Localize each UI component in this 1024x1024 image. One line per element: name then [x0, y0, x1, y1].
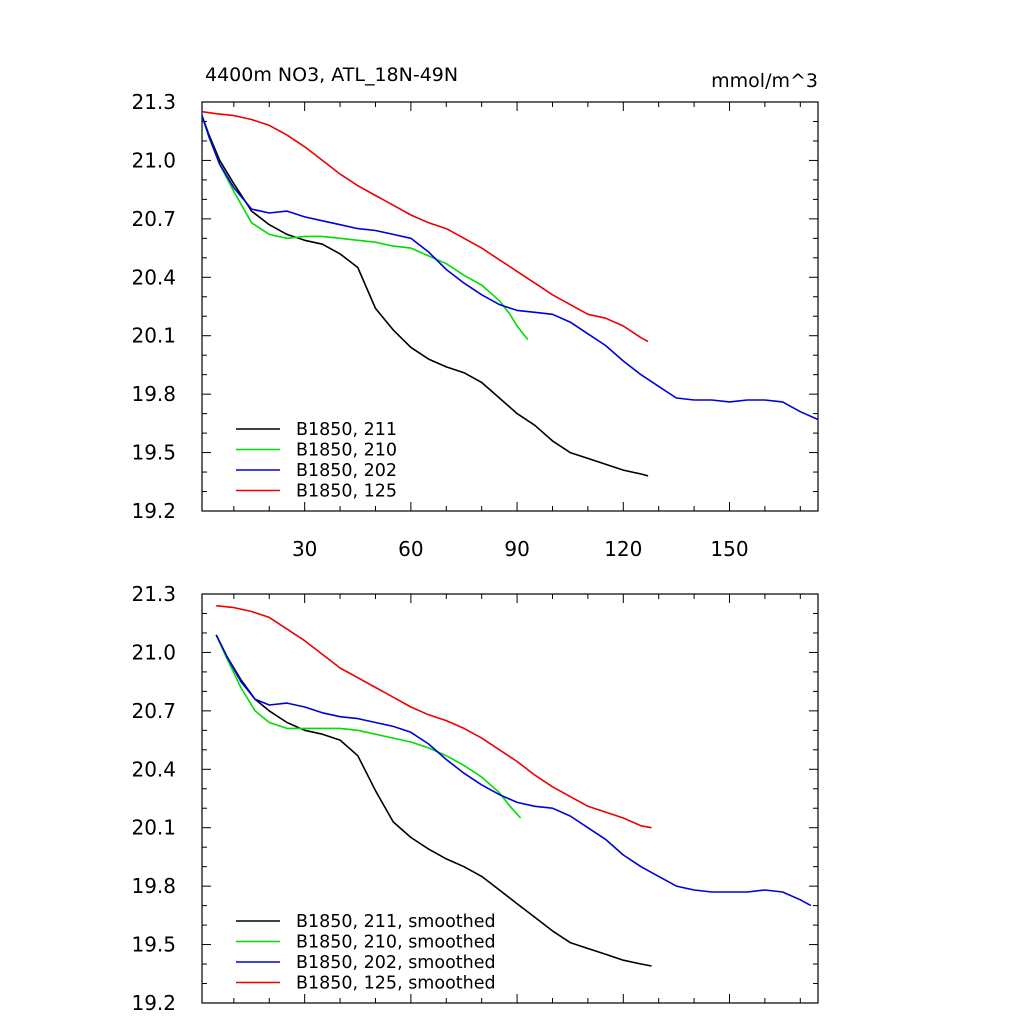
x-tick-label: 120	[604, 537, 642, 561]
x-tick-label: 90	[504, 537, 529, 561]
y-tick-label: 19.2	[131, 991, 176, 1015]
series-line-3	[201, 110, 649, 343]
legend-label: B1850, 211	[296, 420, 397, 440]
y-tick-label: 19.2	[131, 499, 176, 523]
y-tick-label: 19.5	[131, 441, 176, 465]
series-line-0	[201, 115, 649, 477]
y-tick-label: 21.0	[131, 640, 176, 664]
chart-title: 4400m NO3, ATL_18N-49N	[205, 64, 458, 86]
y-tick-label: 21.0	[131, 148, 176, 172]
series-line-2	[201, 115, 819, 421]
y-tick-label: 21.3	[131, 582, 176, 606]
y-tick-label: 20.4	[131, 757, 176, 781]
legend-label: B1850, 125, smoothed	[296, 974, 496, 994]
bottom-panel: 19.2 19.5 19.8 20.1 20.4 20.7 21.0 21.3 B1850, 2…	[131, 582, 819, 1015]
x-tick-label: 30	[292, 537, 317, 561]
series-line-1	[215, 634, 522, 819]
plot-frame	[201, 593, 819, 1004]
legend-label: B1850, 211, smoothed	[296, 912, 496, 932]
unit-label: mmol/m^3	[711, 70, 818, 92]
series-line-2	[215, 634, 812, 907]
legend-label: B1850, 210	[296, 441, 397, 461]
legend-label: B1850, 210, smoothed	[296, 933, 496, 953]
y-tick-label: 20.7	[131, 207, 176, 231]
series-line-1	[201, 115, 529, 341]
y-tick-label: 19.8	[131, 874, 176, 898]
legend-label: B1850, 202	[296, 461, 397, 481]
x-tick-label: 150	[710, 537, 748, 561]
legend-label: B1850, 202, smoothed	[296, 953, 496, 973]
y-tick-label: 20.1	[131, 324, 176, 348]
y-tick-label: 20.4	[131, 265, 176, 289]
plot-frame	[201, 101, 819, 512]
x-tick-label: 60	[398, 537, 423, 561]
y-tick-label: 20.1	[131, 816, 176, 840]
series-line-3	[216, 604, 652, 829]
top-panel: 19.2 19.5 19.8 20.1 20.4 20.7 21.0 21.3 30 60 90 12…	[131, 90, 819, 561]
y-tick-label: 19.8	[131, 382, 176, 406]
y-tick-label: 19.5	[131, 933, 176, 957]
series-line-0	[215, 634, 652, 967]
legend-label: B1850, 125	[296, 482, 397, 502]
y-tick-label: 21.3	[131, 90, 176, 114]
y-tick-label: 20.7	[131, 699, 176, 723]
